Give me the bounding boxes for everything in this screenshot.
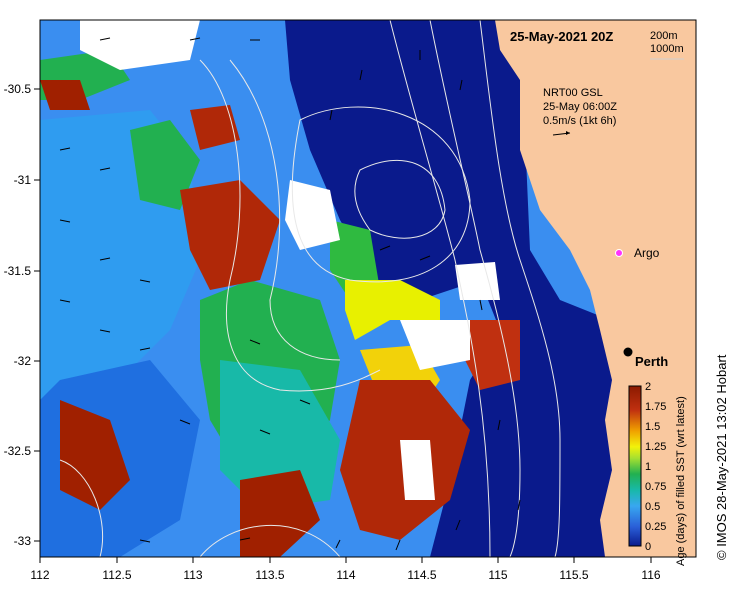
cb-tick-0-5: 0.5 [645, 501, 660, 513]
contour-west-2 [229, 59, 341, 361]
green-region-b [130, 120, 200, 210]
colorbar-tick-labels: 2 1.75 1.5 1.25 1 0.75 0.5 0.25 0 [645, 381, 666, 553]
lon-tick-labels: 112 112.5 113 113.5 114 114.5 115 115.5 … [30, 568, 660, 582]
cb-tick-0: 0 [645, 541, 651, 553]
lon-tick-114-5: 114.5 [407, 568, 436, 582]
contour-200m [479, 20, 561, 557]
nodata-patch-e [455, 262, 500, 300]
lat-tick-32: -32 [14, 354, 32, 368]
lon-tick-113: 113 [183, 568, 202, 582]
nodata-patch-d [400, 440, 435, 500]
depth-contours [59, 20, 561, 557]
nodata-patch-a [80, 20, 200, 70]
contour-deep [389, 20, 491, 557]
map-title: 25-May-2021 20Z [510, 29, 613, 44]
colorbar-title: Age (days) of filled SST (wrt latest) [675, 396, 687, 566]
red-region-d [460, 320, 520, 390]
current-vectors [59, 37, 521, 551]
current-info-source: NRT00 GSL [543, 87, 603, 99]
current-scale-arrowhead [566, 131, 570, 135]
contour-south [199, 525, 341, 557]
red-region-f [190, 105, 240, 150]
lon-tick-112-5: 112.5 [102, 568, 131, 582]
lat-tick-labels: -30.5 -31 -31.5 -32 -32.5 -33 [4, 82, 32, 548]
argo-marker [615, 249, 623, 257]
yellow-region [345, 280, 440, 340]
map-plot [40, 20, 696, 557]
cb-tick-1-25: 1.25 [645, 441, 666, 453]
perth-marker [623, 347, 633, 357]
argo-label: Argo [634, 246, 660, 260]
cb-tick-0-75: 0.75 [645, 481, 666, 493]
land [495, 20, 696, 557]
lon-tick-113-5: 113.5 [255, 568, 284, 582]
green-region-c [220, 360, 340, 510]
cb-tick-0-25: 0.25 [645, 521, 666, 533]
lat-tick-30-5: -30.5 [4, 82, 32, 96]
cb-tick-1-5: 1.5 [645, 421, 660, 433]
contour-southwest [59, 459, 104, 557]
deep-ocean-region [285, 20, 620, 557]
contour-eddy-2 [291, 106, 471, 283]
plot-frame [39, 19, 697, 558]
lon-tick-115: 115 [488, 568, 507, 582]
lat-tick-31: -31 [14, 173, 32, 187]
red-region-e [40, 80, 90, 110]
depth-legend-1000m: 1000m [650, 43, 684, 55]
red-region-b [60, 400, 130, 510]
lat-tick-32-5: -32.5 [4, 444, 32, 458]
current-info-scale: 0.5m/s (1kt 6h) [543, 115, 616, 127]
lon-tick-115-5: 115.5 [559, 568, 588, 582]
lon-tick-114: 114 [336, 568, 355, 582]
cb-tick-1: 1 [645, 461, 651, 473]
perth-label: Perth [635, 354, 668, 369]
cb-tick-2: 2 [645, 381, 651, 393]
lat-tick-33: -33 [14, 534, 32, 548]
lon-tick-116: 116 [641, 568, 660, 582]
red-region-a [180, 180, 280, 290]
colorbar: 2 1.75 1.5 1.25 1 0.75 0.5 0.25 0 Age (d… [628, 381, 687, 566]
lat-tick-31-5: -31.5 [4, 264, 32, 278]
contour-west-1 [199, 59, 381, 392]
credit-text: © IMOS 28-May-2021 13:02 Hobart [714, 354, 729, 560]
depth-legend-200m: 200m [650, 30, 678, 42]
lat-axis [34, 88, 40, 542]
cb-tick-1-75: 1.75 [645, 401, 666, 413]
contour-eddy-1 [354, 159, 446, 239]
red-region-g [240, 470, 320, 557]
nodata-patch-c [400, 320, 470, 370]
colorbar-fill [628, 385, 642, 547]
lon-tick-112: 112 [30, 568, 49, 582]
lon-axis [39, 557, 652, 563]
current-info-time: 25-May 06:00Z [543, 101, 617, 113]
